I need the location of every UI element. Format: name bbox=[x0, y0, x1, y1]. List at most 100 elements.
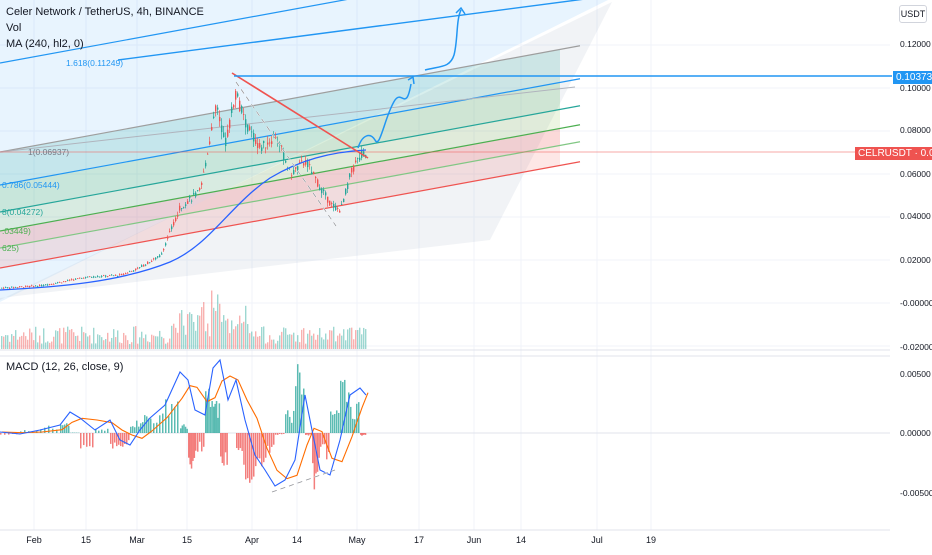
macd-histogram-bar bbox=[68, 426, 70, 433]
candle-body bbox=[249, 126, 250, 130]
volume-bar bbox=[235, 326, 236, 349]
macd-histogram-bar bbox=[293, 411, 295, 433]
macd-tick-label: -0.00500 bbox=[900, 488, 932, 498]
volume-bar bbox=[39, 336, 40, 349]
volume-bar bbox=[209, 336, 210, 349]
current-price-tag: CELRUSDT · 0.06922 bbox=[855, 147, 932, 160]
time-tick-label: Jul bbox=[591, 535, 603, 545]
macd-histogram-bar bbox=[217, 418, 219, 433]
volume-bar bbox=[237, 324, 238, 349]
macd-histogram-bar bbox=[330, 412, 332, 433]
candle-body bbox=[241, 106, 242, 113]
volume-bar bbox=[83, 332, 84, 349]
volume-bar bbox=[259, 336, 260, 349]
candle-body bbox=[235, 91, 236, 100]
unit-label[interactable]: USDT bbox=[899, 5, 927, 23]
macd-histogram-bar bbox=[199, 433, 201, 442]
candle-body bbox=[263, 141, 264, 143]
candle-body bbox=[245, 119, 246, 127]
volume-bar bbox=[207, 324, 208, 349]
volume-bar bbox=[41, 344, 42, 349]
macd-histogram-bar bbox=[211, 401, 213, 433]
volume-bar bbox=[17, 340, 18, 349]
macd-histogram-bar bbox=[114, 433, 116, 443]
volume-bar bbox=[215, 311, 216, 349]
candle-body bbox=[267, 143, 268, 145]
macd-histogram-bar bbox=[308, 433, 310, 436]
volume-bar bbox=[169, 339, 170, 349]
macd-histogram-bar bbox=[318, 433, 320, 458]
candle-body bbox=[229, 120, 230, 128]
macd-histogram-bar bbox=[203, 433, 205, 447]
candle-body bbox=[297, 166, 298, 170]
time-tick-label: Apr bbox=[245, 535, 259, 545]
candle-body bbox=[65, 281, 66, 282]
candle-body bbox=[71, 279, 72, 280]
macd-histogram-bar bbox=[267, 433, 269, 446]
volume-bar bbox=[107, 333, 108, 349]
volume-bar bbox=[133, 327, 134, 349]
macd-histogram-bar bbox=[136, 421, 138, 433]
candle-body bbox=[79, 278, 80, 279]
candle-body bbox=[157, 256, 158, 257]
candle-body bbox=[311, 172, 312, 175]
volume-bar bbox=[325, 334, 326, 349]
volume-bar bbox=[309, 330, 310, 349]
macd-histogram-bar bbox=[168, 416, 170, 433]
macd-histogram-bar bbox=[183, 424, 185, 433]
candle-body bbox=[265, 147, 266, 148]
volume-bar bbox=[113, 329, 114, 349]
candle-body bbox=[113, 275, 114, 276]
macd-histogram-bar bbox=[107, 429, 109, 433]
candle-body bbox=[33, 286, 34, 287]
candle-body bbox=[41, 285, 42, 286]
macd-histogram-bar bbox=[336, 410, 338, 433]
candle-body bbox=[325, 192, 326, 195]
volume-bar bbox=[265, 344, 266, 349]
macd-histogram-bar bbox=[48, 426, 50, 433]
macd-histogram-bar bbox=[306, 433, 308, 435]
price-tick-label: -0.02000 bbox=[900, 342, 932, 352]
volume-bar bbox=[217, 294, 218, 349]
candle-body bbox=[351, 168, 352, 173]
candle-body bbox=[181, 208, 182, 209]
macd-divergence-shadow bbox=[272, 470, 335, 492]
candle-body bbox=[123, 274, 124, 275]
macd-histogram-bar bbox=[271, 433, 273, 447]
volume-bar bbox=[161, 337, 162, 349]
macd-histogram-bar bbox=[241, 433, 243, 451]
vol-label: Vol bbox=[6, 22, 21, 34]
candle-body bbox=[109, 275, 110, 276]
candle-body bbox=[257, 143, 258, 148]
candle-body bbox=[177, 215, 178, 216]
volume-bar bbox=[201, 307, 202, 349]
volume-bar bbox=[109, 342, 110, 349]
candle-body bbox=[91, 277, 92, 278]
volume-bar bbox=[251, 332, 252, 349]
candle-body bbox=[141, 265, 142, 267]
target-price-tag: 0.10373 bbox=[893, 71, 932, 84]
price-tick-label: 0.08000 bbox=[900, 125, 931, 135]
volume-bar bbox=[149, 342, 150, 349]
candle-body bbox=[155, 258, 156, 260]
fib-label: .03449) bbox=[2, 226, 31, 236]
macd-histogram-bar bbox=[92, 433, 94, 447]
macd-histogram-bar bbox=[182, 426, 184, 433]
candle-body bbox=[189, 196, 190, 198]
candle-body bbox=[133, 271, 134, 272]
macd-histogram-bar bbox=[245, 433, 247, 479]
macd-histogram-bar bbox=[64, 425, 66, 433]
candle-body bbox=[211, 127, 212, 130]
macd-histogram-bar bbox=[243, 433, 245, 465]
volume-bar bbox=[293, 333, 294, 349]
candle-body bbox=[29, 286, 30, 287]
candle-body bbox=[317, 180, 318, 187]
volume-bar bbox=[333, 327, 334, 349]
candle-body bbox=[67, 280, 68, 281]
volume-bar bbox=[157, 336, 158, 349]
volume-bar bbox=[119, 342, 120, 349]
candle-body bbox=[315, 177, 316, 178]
volume-bar bbox=[7, 335, 8, 349]
candle-body bbox=[121, 274, 122, 275]
